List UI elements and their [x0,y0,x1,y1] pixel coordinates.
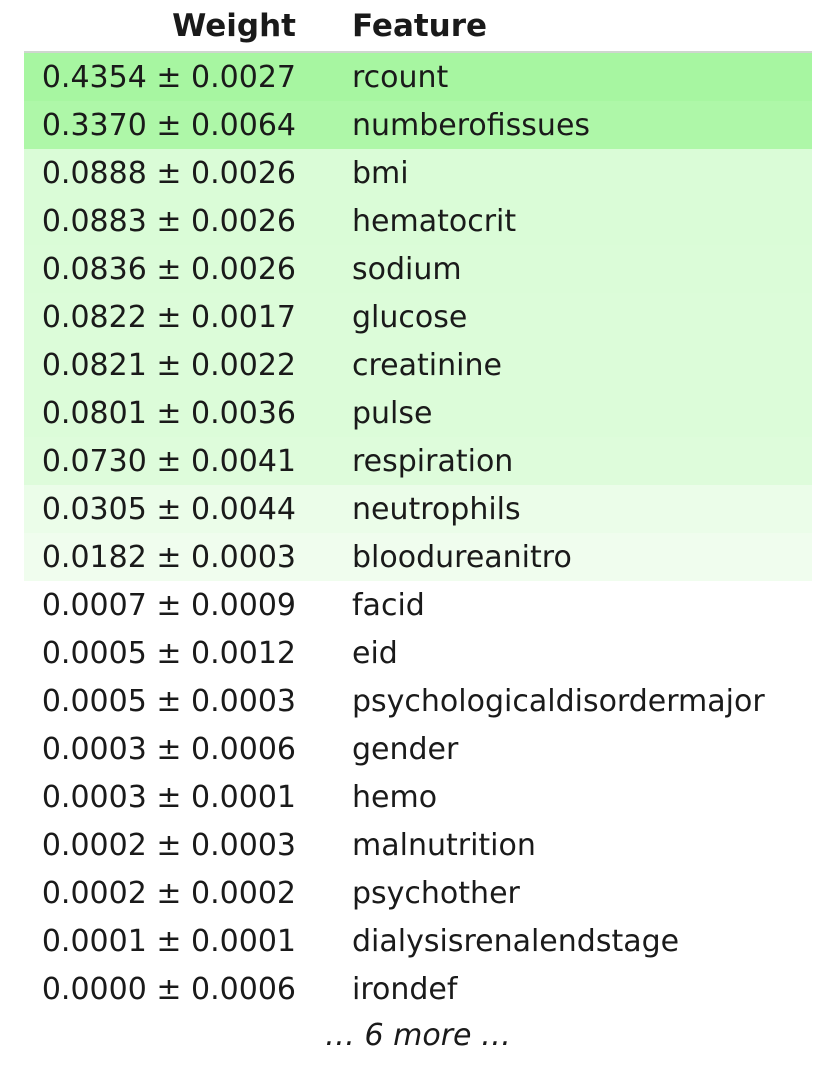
weight-cell: 0.0821 ± 0.0022 [41,347,296,383]
table-row: 0.0801 ± 0.0036 pulse [24,389,812,437]
feature-cell: dialysisrenalendstage [352,923,680,959]
feature-weights-table: Weight Feature 0.4354 ± 0.0027 rcount 0.33… [24,0,812,1013]
weight-cell: 0.0182 ± 0.0003 [41,539,296,575]
weight-cell: 0.0002 ± 0.0002 [41,875,296,911]
feature-cell: creatinine [352,347,502,383]
feature-cell: facid [352,587,425,623]
weight-cell: 0.0801 ± 0.0036 [41,395,296,431]
table-row: 0.0005 ± 0.0003 psychologicaldisordermajo… [24,677,812,725]
table-row: 0.0000 ± 0.0006 irondef [24,965,812,1013]
table-row: 0.0822 ± 0.0017 glucose [24,293,812,341]
feature-weights-table-container: Weight Feature 0.4354 ± 0.0027 rcount 0.33… [24,0,812,1013]
table-row: 0.3370 ± 0.0064 numberofissues [24,101,812,149]
weight-cell: 0.0000 ± 0.0006 [41,971,296,1007]
table-row: 0.0888 ± 0.0026 bmi [24,149,812,197]
weight-cell: 0.0822 ± 0.0017 [41,299,296,335]
weight-cell: 0.0883 ± 0.0026 [41,203,296,239]
table-row: 0.0730 ± 0.0041 respiration [24,437,812,485]
feature-column-header: Feature [332,0,812,53]
feature-cell: pulse [352,395,433,431]
table-row: 0.0005 ± 0.0012 eid [24,629,812,677]
weight-cell: 0.3370 ± 0.0064 [41,107,296,143]
weight-cell: 0.0888 ± 0.0026 [41,155,296,191]
weight-cell: 0.0003 ± 0.0006 [41,731,296,767]
feature-cell: irondef [352,971,458,1007]
weight-column-header: Weight [24,0,332,53]
feature-cell: psychologicaldisordermajor [352,683,765,719]
table-row: 0.0182 ± 0.0003 bloodureanitro [24,533,812,581]
weight-cell: 0.0305 ± 0.0044 [41,491,296,527]
feature-cell: hemo [352,779,438,815]
weight-cell: 0.0002 ± 0.0003 [41,827,296,863]
table-row: 0.0305 ± 0.0044 neutrophils [24,485,812,533]
feature-cell: numberofissues [352,107,591,143]
table-row: 0.4354 ± 0.0027 rcount [24,52,812,101]
table-row: 0.0821 ± 0.0022 creatinine [24,341,812,389]
feature-cell: malnutrition [352,827,536,863]
weight-cell: 0.0836 ± 0.0026 [41,251,296,287]
table-row: 0.0883 ± 0.0026 hematocrit [24,197,812,245]
more-rows-label: … 6 more … [324,1018,512,1053]
weight-cell: 0.0005 ± 0.0012 [41,635,296,671]
table-row: 0.0007 ± 0.0009 facid [24,581,812,629]
feature-cell: eid [352,635,398,671]
table-row: 0.0003 ± 0.0006 gender [24,725,812,773]
weight-cell: 0.4354 ± 0.0027 [41,59,296,95]
feature-cell: bmi [352,155,409,191]
table-row: 0.0002 ± 0.0002 psychother [24,869,812,917]
weight-cell: 0.0003 ± 0.0001 [41,779,296,815]
table-row: 0.0002 ± 0.0003 malnutrition [24,821,812,869]
feature-cell: respiration [352,443,514,479]
feature-cell: bloodureanitro [352,539,572,575]
weight-cell: 0.0001 ± 0.0001 [41,923,296,959]
weight-cell: 0.0730 ± 0.0041 [41,443,296,479]
feature-cell: psychother [352,875,520,911]
feature-cell: sodium [352,251,462,287]
weight-cell: 0.0007 ± 0.0009 [41,587,296,623]
weight-cell: 0.0005 ± 0.0003 [41,683,296,719]
table-row: 0.0836 ± 0.0026 sodium [24,245,812,293]
table-row: 0.0003 ± 0.0001 hemo [24,773,812,821]
table-body: 0.4354 ± 0.0027 rcount 0.3370 ± 0.0064 numb… [24,52,812,1013]
feature-cell: hematocrit [352,203,517,239]
table-row: 0.0001 ± 0.0001 dialysisrenalendstage [24,917,812,965]
feature-cell: rcount [352,59,449,95]
table-header-row: Weight Feature [24,0,812,53]
feature-cell: glucose [352,299,468,335]
feature-cell: gender [352,731,459,767]
feature-cell: neutrophils [352,491,521,527]
